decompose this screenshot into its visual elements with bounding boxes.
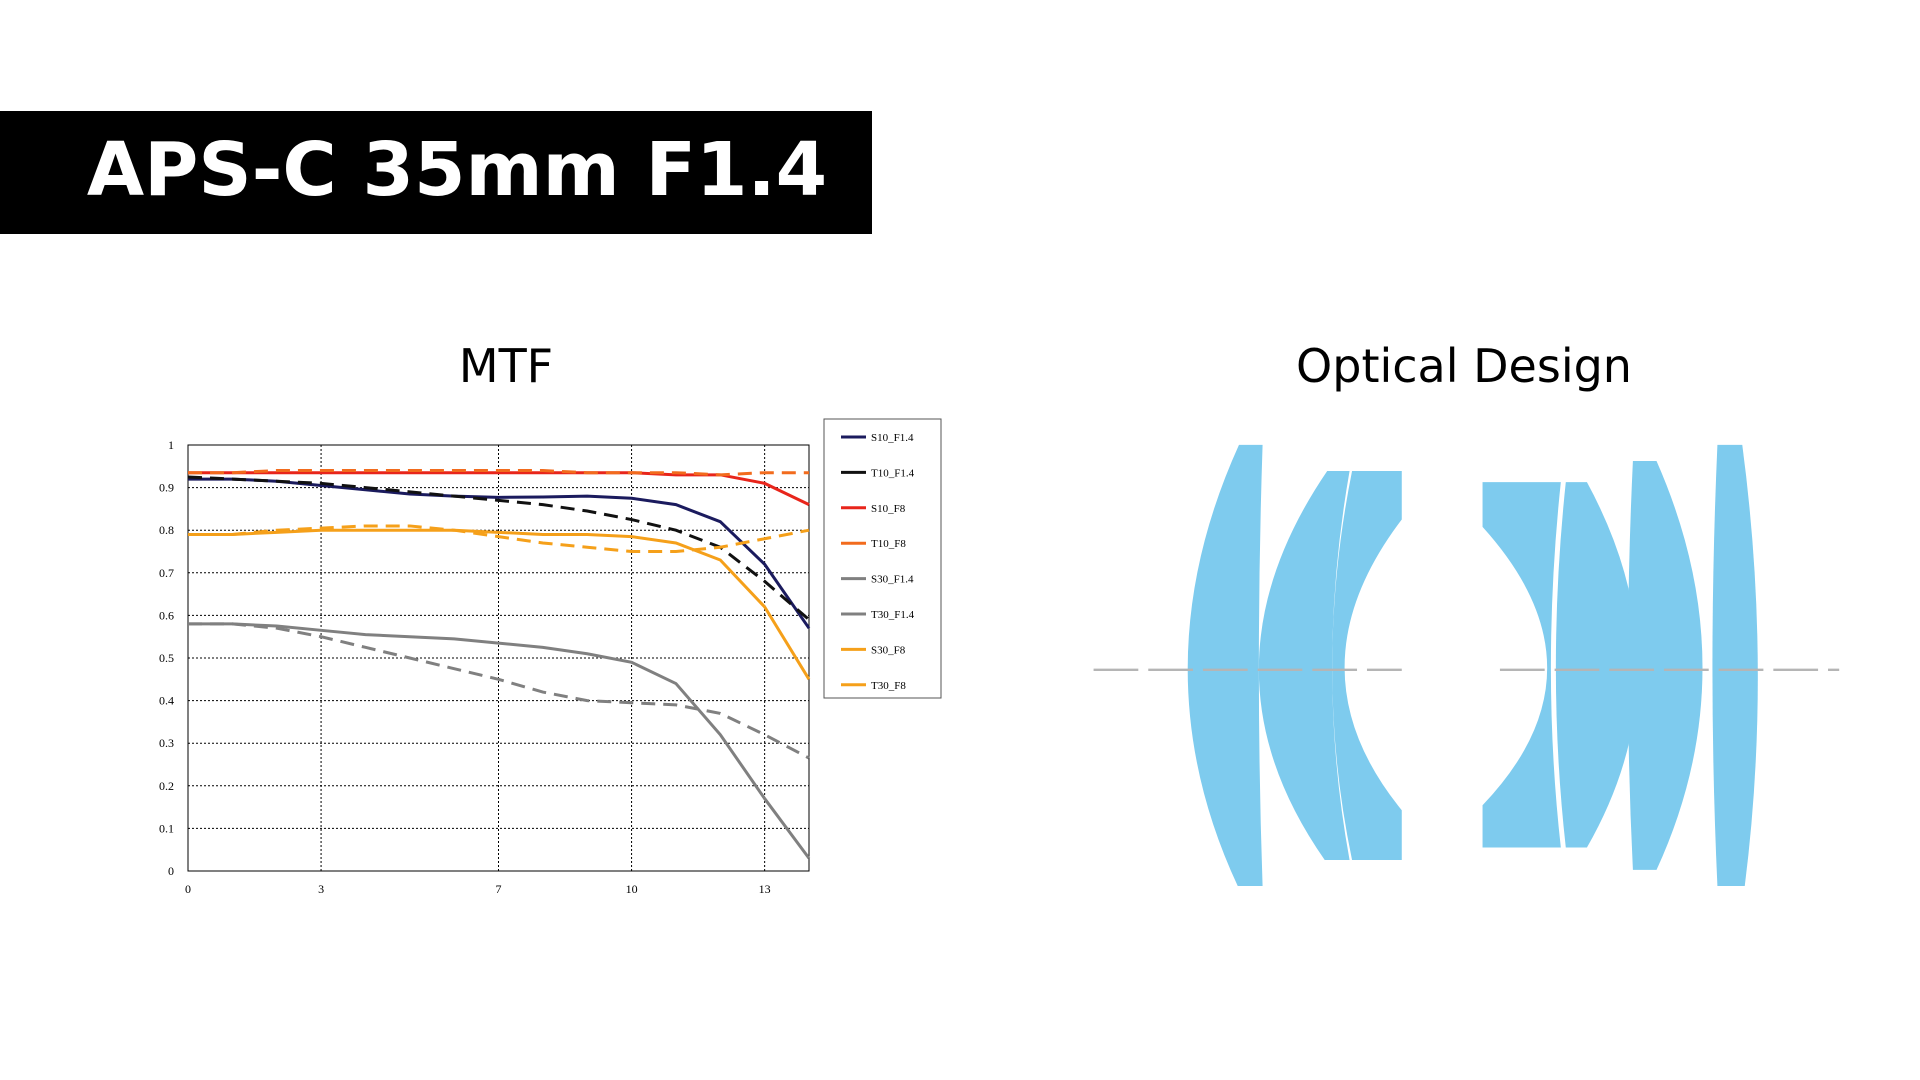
series-line xyxy=(188,528,811,681)
title-bar xyxy=(0,111,872,234)
lens-element xyxy=(1187,444,1263,887)
y-tick-label: 0.2 xyxy=(159,779,174,793)
lens-element xyxy=(1258,470,1350,860)
diagram-title: Optical Design xyxy=(1296,339,1632,393)
series-line xyxy=(187,475,810,621)
series-line xyxy=(188,524,810,553)
lens-element xyxy=(1482,482,1561,848)
legend: S10_F1.4 T10_F1.4 S10_F8 T10_F8 S30_F1.4 T30_… xyxy=(823,418,942,699)
mtf-chart: 00.10.20.30.40.50.60.70.80.910 3 7 10 13S10_… xyxy=(159,418,942,896)
x-tick-label: 10 xyxy=(626,882,638,896)
series-line xyxy=(188,469,809,477)
legend-box xyxy=(823,418,942,699)
y-tick-label: 0.5 xyxy=(159,651,174,665)
legend-label: T10_F1.4 xyxy=(871,467,915,479)
page-title: APS-C 35mm F1.4 xyxy=(87,127,827,213)
y-tick-label: 1 xyxy=(168,438,174,452)
y-tick-label: 0.7 xyxy=(159,566,174,580)
y-tick-label: 0.4 xyxy=(159,694,174,708)
series-line xyxy=(188,622,811,860)
x-tick-label: 7 xyxy=(496,882,502,896)
series-line xyxy=(188,622,810,760)
legend-label: S10_F1.4 xyxy=(871,432,914,444)
y-tick-label: 0.8 xyxy=(159,523,174,537)
x-tick-label: 0 xyxy=(185,882,191,896)
legend-label: T30_F8 xyxy=(871,680,906,692)
lens-element xyxy=(1627,461,1703,870)
series-line xyxy=(188,477,811,630)
legend-label: T10_F8 xyxy=(871,538,906,550)
chart-title: MTF xyxy=(459,339,553,393)
y-tick-label: 0.9 xyxy=(159,481,174,495)
y-tick-label: 0.1 xyxy=(159,821,174,835)
lens-element xyxy=(1332,470,1402,860)
lens-element xyxy=(1712,444,1758,887)
legend-label: S30_F1.4 xyxy=(871,574,914,586)
legend-label: S10_F8 xyxy=(871,503,906,515)
x-tick-label: 13 xyxy=(759,882,771,896)
y-tick-label: 0.3 xyxy=(159,736,174,750)
x-tick-label: 3 xyxy=(318,882,324,896)
lens-element xyxy=(1555,482,1638,848)
legend-label: S30_F8 xyxy=(871,644,906,656)
y-tick-label: 0.6 xyxy=(159,608,174,622)
lens-diagram xyxy=(1093,444,1840,887)
y-tick-label: 0 xyxy=(168,864,174,878)
legend-label: T30_F1.4 xyxy=(871,609,915,621)
